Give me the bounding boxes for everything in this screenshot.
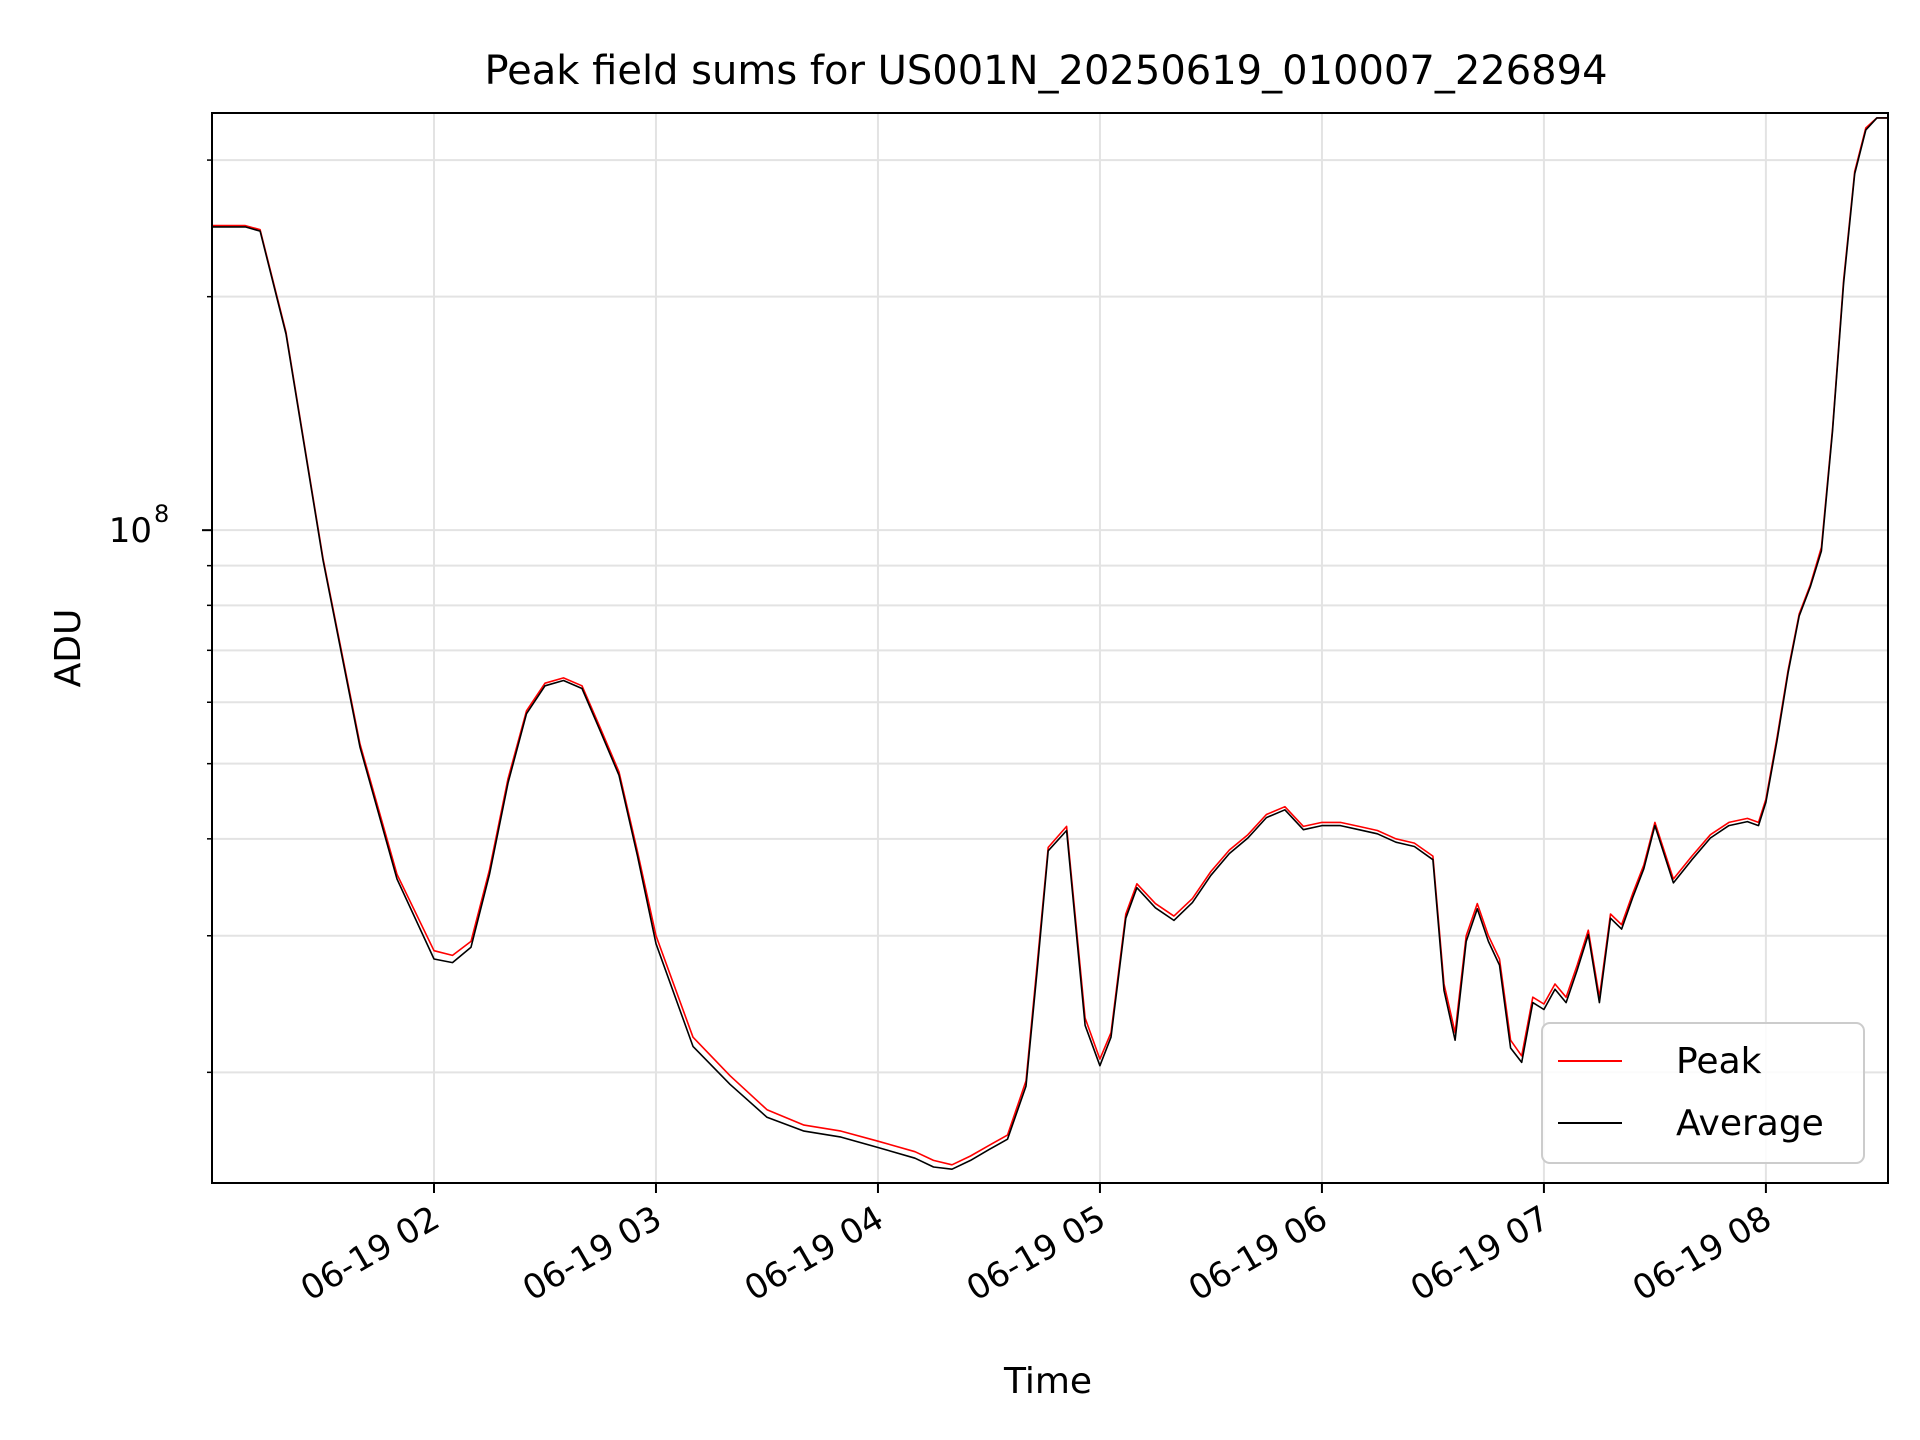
- y-tick-exponent: 8: [154, 500, 169, 528]
- plot-frame: [211, 112, 1889, 1184]
- x-tick-label: 06-19 04: [738, 1198, 890, 1309]
- series-line-peak: [212, 117, 1888, 1166]
- y-axis-label: ADU: [48, 609, 89, 688]
- legend-label-peak: Peak: [1676, 1041, 1762, 1082]
- legend-label-average: Average: [1676, 1103, 1824, 1144]
- x-tick-label: 06-19 05: [960, 1198, 1112, 1309]
- x-tick-label: 06-19 03: [516, 1198, 668, 1309]
- y-tick-label: 10: [109, 511, 152, 551]
- legend: Peak Average: [1541, 1022, 1865, 1164]
- series-line-average: [212, 117, 1888, 1170]
- x-tick-label: 06-19 02: [294, 1198, 446, 1309]
- x-axis-label: Time: [1003, 1361, 1092, 1402]
- chart-title: Peak field sums for US001N_20250619_0100…: [484, 48, 1607, 94]
- gridlines: [212, 113, 1888, 1183]
- y-axis: 10 8: [109, 159, 212, 1074]
- x-axis: 06-19 02 06-19 03 06-19 04 06-19 05 06-19 06…: [294, 1183, 1778, 1309]
- legend-box: [1541, 1022, 1865, 1164]
- x-tick-label: 06-19 08: [1626, 1198, 1778, 1309]
- x-tick-label: 06-19 07: [1404, 1198, 1556, 1309]
- plot-area: [212, 117, 1888, 1170]
- x-tick-label: 06-19 06: [1182, 1198, 1334, 1309]
